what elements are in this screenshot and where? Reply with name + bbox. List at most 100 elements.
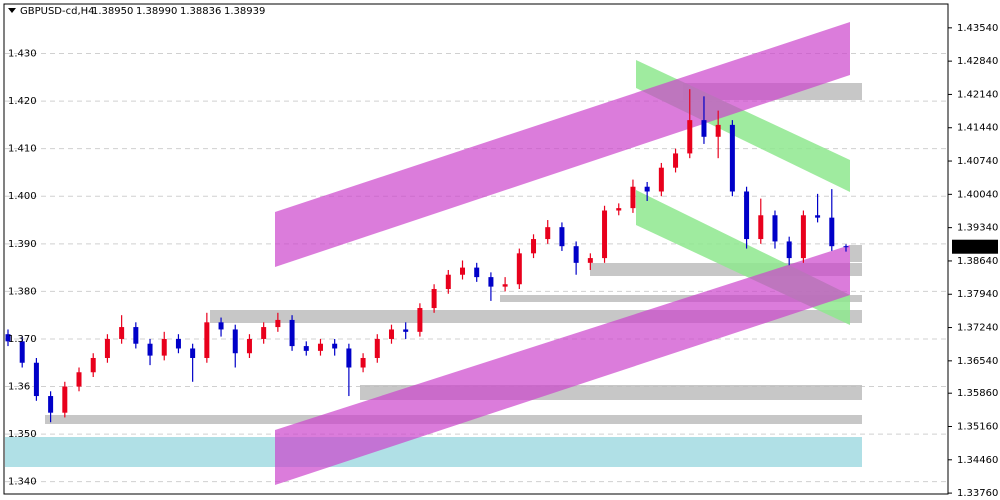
candle-body — [204, 322, 210, 358]
y-tick-label: 1.390 — [8, 239, 37, 250]
candles — [5, 89, 849, 423]
candle-body — [701, 120, 707, 137]
candle-body — [744, 191, 750, 240]
candle-body — [460, 267, 466, 275]
candle-body — [658, 167, 664, 192]
candle-body — [800, 215, 806, 259]
zone — [850, 245, 862, 262]
y2-tick-label: 1.40740 — [957, 156, 998, 167]
candle-body — [431, 289, 437, 309]
candle-body — [715, 124, 721, 137]
y2-tick-label: 1.34460 — [957, 455, 998, 466]
y-tick-label: 1.420 — [8, 96, 37, 107]
candle-body — [502, 284, 508, 287]
zone — [5, 437, 862, 467]
magenta-channel — [275, 245, 850, 485]
y2-tick-label: 1.35160 — [957, 421, 998, 432]
candle-body — [289, 319, 295, 347]
candle-body — [388, 329, 394, 339]
header-open: 1.38950 — [92, 6, 133, 17]
candle-body — [531, 239, 537, 254]
candle-body — [360, 357, 366, 368]
candle-body — [19, 341, 25, 363]
candle-body — [673, 153, 679, 168]
y2-tick-label: 1.33760 — [957, 488, 998, 499]
candle-body — [729, 124, 735, 192]
y-tick-label: 1.350 — [8, 429, 37, 440]
candle-body — [417, 308, 423, 332]
y2-tick-label: 1.35860 — [957, 388, 998, 399]
candle-body — [246, 338, 252, 354]
candle-body — [602, 210, 608, 259]
y2-tick-label: 1.40040 — [957, 189, 998, 200]
candle-body — [772, 215, 778, 242]
candle-body — [403, 329, 409, 332]
y-tick-label: 1.340 — [8, 477, 37, 488]
y2-tick-label: 1.43540 — [957, 23, 998, 34]
candle-body — [119, 327, 125, 339]
candle-body — [48, 396, 54, 413]
y-tick-label: 1.400 — [8, 191, 37, 202]
y2-tick-label: 1.41440 — [957, 123, 998, 134]
candle-body — [33, 362, 39, 397]
y-tick-label: 1.380 — [8, 286, 37, 297]
y2-tick-label: 1.42840 — [957, 56, 998, 67]
candle-body — [133, 327, 139, 344]
candle-body — [5, 334, 11, 342]
candle-body — [62, 386, 68, 413]
y-tick-label: 1.36 — [8, 382, 30, 393]
candle-body — [815, 215, 821, 218]
candle-body — [786, 241, 792, 259]
candle-body — [474, 267, 480, 278]
menu-arrow — [8, 8, 16, 13]
zone — [500, 295, 862, 302]
candle-body — [90, 357, 96, 373]
header-low: 1.38836 — [180, 6, 221, 17]
candle-body — [218, 322, 224, 330]
y2-tick-label: 1.39340 — [957, 223, 998, 234]
header-close: 1.38939 — [224, 6, 265, 17]
candle-body — [175, 338, 181, 349]
candle-body — [261, 327, 267, 339]
candle-body — [303, 346, 309, 351]
y2-tick-label: 1.37240 — [957, 323, 998, 334]
y2-tick-label: 1.36540 — [957, 356, 998, 367]
candle-body — [374, 338, 380, 358]
header-symbol: GBPUSD-cd,H4 — [20, 6, 95, 17]
candle-body — [332, 343, 338, 349]
drawings — [5, 22, 862, 485]
candle-body — [232, 329, 238, 354]
y2-tick-label: 1.37940 — [957, 289, 998, 300]
plot-frame — [3, 3, 949, 495]
magenta-channel — [275, 22, 850, 267]
candle-body — [445, 274, 451, 290]
candle-body — [587, 258, 593, 263]
current-price-box — [952, 239, 998, 254]
y-tick-label: 1.430 — [8, 49, 37, 60]
candle-body — [573, 246, 579, 263]
candle-body — [161, 338, 167, 356]
y-tick-label: 1.410 — [8, 144, 37, 155]
candle-body — [616, 208, 622, 211]
candle-body — [829, 217, 835, 247]
header-high: 1.38990 — [136, 6, 177, 17]
candle-body — [190, 348, 196, 358]
candle-body — [758, 215, 764, 240]
y2-tick-label: 1.42140 — [957, 89, 998, 100]
y2-tick-label: 1.38640 — [957, 256, 998, 267]
candle-body — [76, 372, 82, 387]
candle-body — [630, 186, 636, 209]
candle-body — [644, 186, 650, 192]
candle-body — [843, 246, 849, 248]
candle-body — [559, 227, 565, 247]
candle-body — [346, 348, 352, 368]
candle-body — [488, 277, 494, 287]
candle-body — [275, 319, 281, 328]
candle-body — [516, 253, 522, 285]
candle-body — [687, 120, 693, 154]
candle-body — [147, 343, 153, 356]
current-price-label: 1.38939 — [957, 242, 998, 253]
candle-body — [104, 338, 110, 358]
candle-body — [317, 343, 323, 351]
